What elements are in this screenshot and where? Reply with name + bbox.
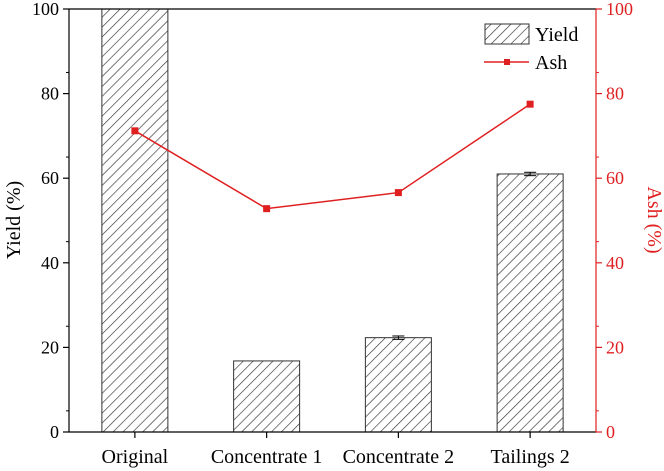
- yield-bar: [233, 360, 301, 433]
- y-tick-label-left: 80: [41, 84, 59, 104]
- ash-point: [263, 205, 271, 213]
- ash-line: [134, 103, 531, 210]
- y-tick-label-left: 20: [41, 337, 59, 357]
- x-tick-label: Original: [102, 446, 169, 468]
- y-tick-label-right: 0: [606, 422, 615, 442]
- ash-point: [526, 100, 534, 108]
- legend-swatch-yield: [484, 23, 530, 45]
- legend-label-yield: Yield: [535, 24, 578, 46]
- y-tick-label-left: 60: [41, 168, 59, 188]
- ticks-layer: 0 20 40 60 80 100 0 20 40 60 80 100 Original Concentr…: [32, 0, 633, 468]
- y-tick-label-right: 40: [606, 253, 624, 273]
- x-tick-label: Concentrate 1: [211, 446, 323, 468]
- y-tick-label-left: 40: [41, 253, 59, 273]
- yield-bar: [101, 8, 169, 433]
- y-tick-label-left: 100: [32, 0, 59, 19]
- x-tick-label: Concentrate 2: [343, 446, 455, 468]
- yield-bar: [496, 173, 564, 433]
- bars-layer: [101, 8, 564, 433]
- y-tick-label-right: 20: [606, 337, 624, 357]
- yield-bar: [364, 337, 432, 433]
- legend-marker-ash: [504, 59, 510, 65]
- error-bars-layer: [392, 171, 537, 340]
- y-tick-label-right: 80: [606, 84, 624, 104]
- legend: Yield Ash: [484, 23, 578, 74]
- ash-point: [131, 127, 139, 135]
- y-tick-label-right: 100: [606, 0, 633, 19]
- ash-line-layer: [131, 100, 534, 213]
- y-axis-title-right: Ash (%): [643, 186, 664, 253]
- legend-label-ash: Ash: [535, 52, 567, 74]
- x-tick-label: Tailings 2: [491, 446, 570, 468]
- y-axis-title-left: Yield (%): [3, 181, 25, 259]
- y-tick-label-right: 60: [606, 168, 624, 188]
- y-tick-label-left: 0: [50, 422, 59, 442]
- ash-point: [394, 189, 402, 197]
